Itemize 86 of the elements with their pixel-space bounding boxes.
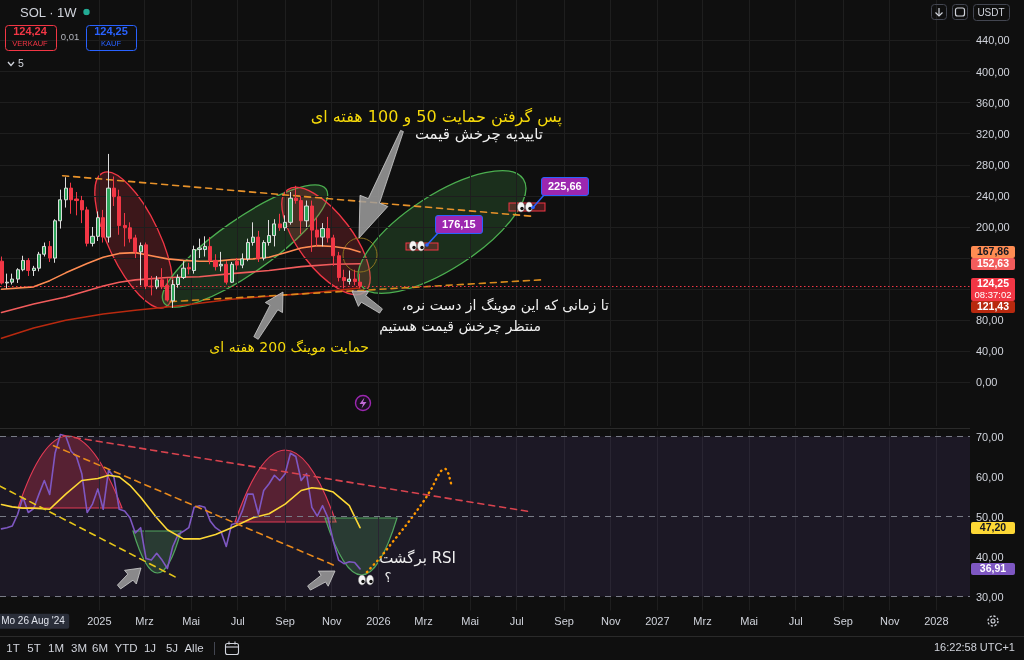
candlestick — [64, 176, 68, 209]
annotation: 124,25 — [94, 25, 128, 39]
text: YTD — [114, 640, 138, 656]
y-tick-label: 30,00 — [976, 590, 1004, 603]
annotation: 5 — [18, 57, 24, 71]
y-tick-label: 400,00 — [976, 65, 1010, 78]
candlestick — [347, 270, 351, 286]
candlestick — [240, 252, 244, 269]
candlestick — [230, 261, 234, 284]
x-tick-label: Nov — [321, 615, 343, 627]
annotation: 0,01 — [60, 31, 80, 43]
x-tick-label: Mrz — [135, 615, 154, 627]
text: 167,86 — [971, 245, 1015, 258]
text: 6M — [92, 640, 108, 656]
y-tick-label: 360,00 — [976, 96, 1010, 109]
x-tick-label: Nov — [600, 615, 622, 627]
x-tick-label: Jul — [509, 615, 524, 627]
x-tick-label: 2028 — [924, 615, 949, 627]
x-tick-label: Nov — [879, 615, 901, 627]
x-tick-label: Mai — [740, 615, 758, 627]
y-tick-label: 50,00 — [976, 510, 1004, 523]
candlestick — [106, 153, 111, 244]
text: 5J — [165, 640, 179, 656]
x-tick-label: Sep — [833, 615, 853, 627]
text: USDT — [977, 6, 1005, 19]
y-tick-label: 60,00 — [976, 470, 1004, 483]
candlestick — [219, 251, 223, 272]
y-tick-label: 320,00 — [976, 127, 1010, 140]
annotation: 225,66 — [541, 177, 589, 196]
annotation: تا زمانی که این موینگ از دست نره، — [401, 297, 609, 315]
text: Alle — [184, 640, 204, 656]
x-tick-label: 2025 — [87, 615, 112, 627]
y-tick-label: 280,00 — [976, 158, 1010, 171]
candlestick — [187, 262, 191, 275]
annotation: حمایت موینگ 200 هفته ای — [209, 339, 369, 357]
text: 1J — [143, 640, 157, 656]
candlestick — [224, 260, 228, 286]
text: 3M — [71, 640, 87, 656]
line-series — [0, 474, 361, 540]
candlestick — [278, 213, 282, 232]
y-tick-label: 40,00 — [976, 345, 1004, 358]
x-tick-label: Sep — [554, 615, 574, 627]
y-tick-label: 240,00 — [976, 189, 1010, 202]
candlestick — [256, 230, 260, 263]
text: 16:22:58 UTC+1 — [933, 641, 1015, 655]
candlestick — [304, 200, 309, 228]
x-tick-label: 2026 — [366, 615, 391, 627]
text: 5T — [27, 640, 41, 656]
x-tick-label: 2027 — [645, 615, 670, 627]
text: 36,91 — [971, 562, 1015, 575]
x-tick-label: Sep — [275, 615, 295, 627]
annotation: ؟ — [384, 569, 392, 587]
x-tick-label: Mai — [182, 615, 200, 627]
text: 1T — [6, 640, 20, 656]
y-tick-label: 40,00 — [976, 550, 1004, 563]
y-tick-label: 0,00 — [976, 376, 998, 389]
candlestick — [48, 240, 52, 263]
y-tick-label: 440,00 — [976, 34, 1010, 47]
x-tick-label: Mrz — [693, 615, 712, 627]
candlestick — [235, 257, 239, 271]
text: 121,43 — [971, 300, 1015, 313]
annotation: RSI برگشت — [379, 548, 456, 568]
x-tick-label: Jul — [788, 615, 803, 627]
candlestick — [101, 209, 105, 244]
annotation: 124,24 — [13, 25, 47, 39]
annotation: 176,15 — [435, 215, 483, 234]
x-tick-label: Jul — [230, 615, 245, 627]
candlestick — [320, 222, 325, 247]
candlestick — [139, 242, 143, 286]
chart-title: SOL · 1W — [20, 4, 77, 20]
candlestick — [353, 269, 357, 286]
y-tick-label: 70,00 — [976, 430, 1004, 443]
text: 08:37:02 — [973, 289, 1013, 301]
text: 47,20 — [971, 521, 1015, 534]
candlestick — [26, 257, 30, 277]
text: 1M — [48, 640, 64, 656]
text: 152,63 — [971, 257, 1015, 270]
x-tick-label: Mai — [461, 615, 479, 627]
text: Mo 26 Aug '24 — [0, 613, 69, 629]
y-tick-label: 200,00 — [976, 220, 1010, 233]
line-series — [0, 433, 361, 570]
x-tick-label: Mrz — [414, 615, 433, 627]
y-tick-label: 80,00 — [976, 314, 1004, 327]
annotation: منتظر چرخش قیمت هستیم — [379, 318, 541, 336]
ref-line-label: 124,25 — [975, 277, 1011, 290]
candlestick — [155, 275, 159, 290]
